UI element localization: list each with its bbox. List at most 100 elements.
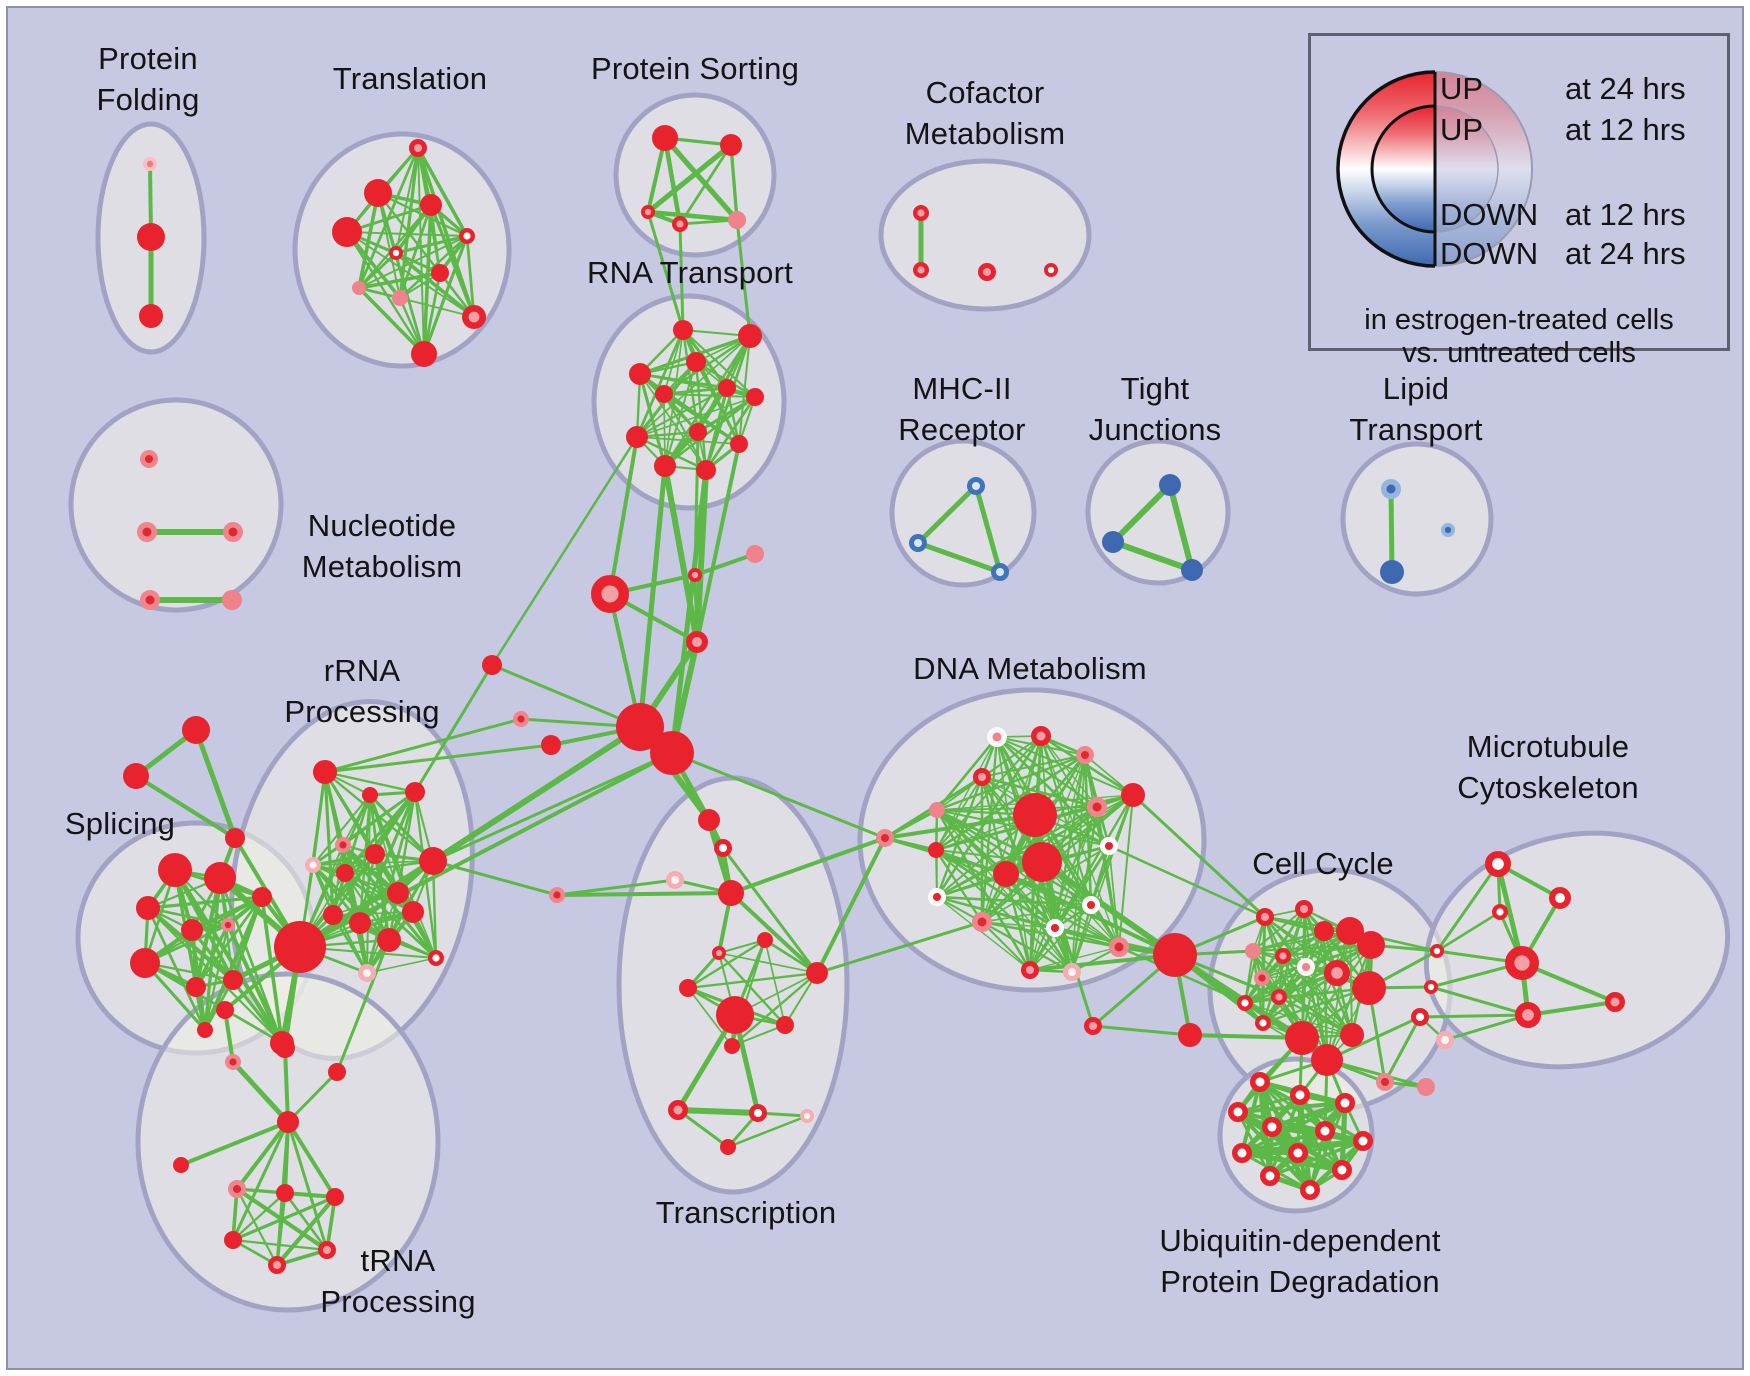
node-t2: [364, 179, 392, 207]
node-pf1: [143, 157, 158, 172]
node-rr1: [313, 760, 337, 784]
node-rr5: [305, 857, 322, 874]
node-ps4: [672, 215, 689, 232]
node-st3: [225, 828, 245, 848]
node-dm5: [929, 802, 945, 818]
node-pf2: [137, 223, 165, 251]
node-tn6: [173, 1157, 189, 1173]
node-ub1: [1250, 1072, 1270, 1092]
node-h1: [590, 574, 629, 613]
node-dm17: [1020, 960, 1039, 979]
node-t9: [392, 290, 408, 306]
node-rt8: [689, 423, 707, 441]
node-h6: [650, 731, 694, 775]
node-dm8: [1121, 783, 1145, 807]
node-rr4: [335, 837, 352, 854]
node-nm4: [140, 590, 160, 610]
node-mt7: [1410, 1007, 1429, 1026]
node-ub10: [1260, 1166, 1280, 1186]
node-dm18: [1062, 962, 1081, 981]
node-nm2: [137, 522, 157, 542]
node-nm3: [223, 522, 243, 542]
legend-ring-icon: [1336, 70, 1533, 268]
node-dm21: [1083, 1016, 1102, 1035]
node-sp8: [186, 977, 206, 997]
node-dm11: [928, 842, 944, 858]
node-mt8: [1514, 1002, 1541, 1029]
node-rr14: [428, 950, 445, 967]
node-rr6: [336, 864, 354, 882]
node-t3: [420, 194, 442, 216]
node-cm3: [977, 263, 996, 282]
node-mt6: [1424, 979, 1439, 994]
node-dm13: [927, 887, 946, 906]
node-rt1: [673, 320, 693, 340]
node-cm4: [1044, 262, 1059, 277]
node-ps1: [652, 125, 678, 151]
node-tx3: [665, 870, 684, 889]
node-cc8: [1296, 957, 1315, 976]
node-cm1: [913, 204, 930, 221]
cluster-bubble-lipid-transport: [1340, 441, 1494, 597]
node-dm2: [1031, 726, 1051, 746]
node-t4: [332, 217, 362, 247]
legend-time-down24: at 24 hrs: [1565, 236, 1686, 271]
node-cc1: [1255, 907, 1274, 926]
node-cm2: [913, 262, 930, 279]
legend-time-down12: at 12 hrs: [1565, 197, 1686, 232]
node-rr12: [377, 928, 401, 952]
node-sp6: [221, 917, 236, 932]
node-tx14: [748, 1103, 767, 1122]
node-rr11: [349, 912, 371, 934]
node-tx10: [716, 996, 754, 1034]
node-mt5: [1505, 945, 1540, 980]
node-tx2: [713, 838, 732, 857]
legend-state-down12: DOWN: [1440, 197, 1539, 232]
node-rt4: [686, 352, 706, 372]
node-h4: [686, 631, 709, 654]
node-cc18: [1375, 1072, 1394, 1091]
node-tn1: [216, 1001, 234, 1019]
node-rt12: [696, 460, 716, 480]
node-dm0: [875, 828, 894, 847]
node-rt9: [626, 426, 648, 448]
node-tj1: [1159, 474, 1181, 496]
node-sp9: [223, 970, 243, 990]
node-cc5: [1357, 931, 1385, 959]
node-rt11: [654, 455, 676, 477]
node-rt10: [730, 435, 748, 453]
node-rt3: [629, 363, 651, 385]
node-st1: [182, 716, 210, 744]
node-rt7: [746, 388, 764, 406]
node-rr10: [323, 905, 343, 925]
node-mt4: [1430, 943, 1445, 958]
node-rr15: [358, 963, 377, 982]
node-h5: [616, 703, 664, 751]
legend-box: UP at 24 hrs UP at 12 hrs DOWN at 12 hrs…: [1308, 33, 1730, 369]
node-h7: [541, 735, 561, 755]
nodes-layer: [123, 125, 1625, 1274]
node-ub9: [1288, 1143, 1308, 1163]
node-t1: [409, 139, 428, 158]
node-ub11: [1332, 1160, 1352, 1180]
legend-state-up12: UP: [1440, 112, 1484, 147]
node-sp1: [158, 853, 192, 887]
node-tx1: [698, 809, 720, 831]
node-mt10: [1435, 1030, 1454, 1049]
node-ub12: [1300, 1180, 1320, 1200]
node-tn5: [277, 1111, 299, 1133]
node-rr2: [362, 787, 378, 803]
node-cc16: [1311, 1044, 1343, 1076]
legend-time-up12: at 12 hrs: [1565, 112, 1686, 147]
node-pf3: [139, 304, 163, 328]
node-lt2: [1441, 522, 1456, 537]
cluster-bubble-nucleotide-metabolism: [68, 397, 284, 613]
node-tx6: [757, 932, 773, 948]
node-cc4: [1336, 917, 1364, 945]
node-cc14: [1254, 1015, 1271, 1032]
node-rr8: [419, 847, 447, 875]
node-tn11: [318, 1240, 337, 1259]
node-ub7: [1353, 1131, 1373, 1151]
node-tx13: [668, 1100, 688, 1120]
